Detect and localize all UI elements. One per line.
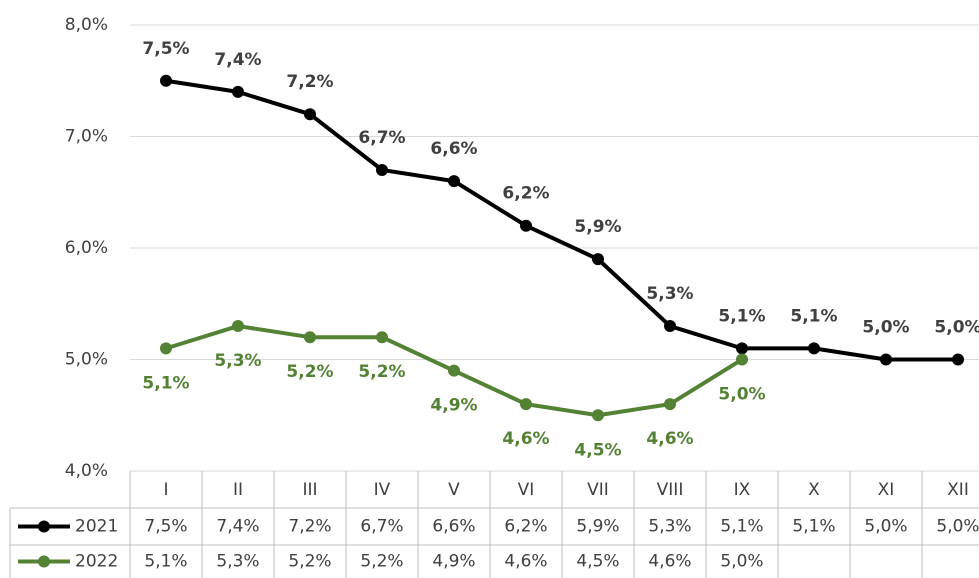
data-label: 5,3% bbox=[214, 351, 261, 371]
data-label: 7,4% bbox=[214, 50, 261, 70]
table-cell: 5,2% bbox=[288, 552, 331, 572]
data-label: 5,9% bbox=[574, 217, 621, 237]
table-cell: 5,3% bbox=[216, 552, 259, 572]
point bbox=[232, 85, 244, 98]
data-label: 5,2% bbox=[358, 362, 405, 382]
y-tick-label: 6,0% bbox=[65, 238, 108, 258]
data-label: 4,9% bbox=[430, 396, 477, 416]
table-cell: 4,5% bbox=[576, 552, 619, 572]
y-tick-label: 8,0% bbox=[65, 15, 108, 35]
data-label: 4,5% bbox=[574, 440, 621, 460]
table-cell: 5,1% bbox=[792, 517, 835, 537]
x-tick-label: VII bbox=[587, 480, 609, 500]
data-label: 5,0% bbox=[934, 318, 979, 338]
data-label: 6,7% bbox=[358, 128, 405, 148]
data-label: 5,1% bbox=[142, 373, 189, 393]
data-label: 5,0% bbox=[862, 318, 909, 338]
point bbox=[664, 398, 676, 411]
y-tick-label: 5,0% bbox=[65, 350, 108, 370]
x-tick-label: IX bbox=[734, 480, 751, 500]
point bbox=[448, 175, 460, 188]
table-cell: 5,3% bbox=[648, 517, 691, 537]
point bbox=[376, 163, 388, 176]
table-cell: 4,9% bbox=[432, 552, 475, 572]
point bbox=[952, 353, 964, 366]
x-tick-label: V bbox=[448, 480, 460, 500]
x-tick-label: III bbox=[302, 480, 317, 500]
table-cell: 6,7% bbox=[360, 517, 403, 537]
data-label: 4,6% bbox=[646, 429, 693, 449]
data-label: 5,1% bbox=[790, 306, 837, 326]
data-label: 6,2% bbox=[502, 184, 549, 204]
x-tick-label: X bbox=[808, 480, 820, 500]
y-tick-label: 7,0% bbox=[65, 127, 108, 147]
point bbox=[304, 331, 316, 344]
table-cell: 6,6% bbox=[432, 517, 475, 537]
table-cell: 5,2% bbox=[360, 552, 403, 572]
y-tick-label: 4,0% bbox=[65, 461, 108, 481]
point bbox=[376, 331, 388, 344]
point bbox=[664, 320, 676, 333]
table-cell: 5,1% bbox=[720, 517, 763, 537]
point bbox=[592, 253, 604, 266]
legend-marker bbox=[38, 520, 50, 533]
table-cell: 5,0% bbox=[936, 517, 979, 537]
point bbox=[592, 409, 604, 422]
point bbox=[520, 398, 532, 411]
data-label: 4,6% bbox=[502, 429, 549, 449]
table-cell: 4,6% bbox=[648, 552, 691, 572]
x-tick-label: VIII bbox=[657, 480, 684, 500]
table-cell: 7,2% bbox=[288, 517, 331, 537]
data-label: 5,1% bbox=[718, 306, 765, 326]
table-cell: 5,0% bbox=[720, 552, 763, 572]
point bbox=[520, 219, 532, 232]
data-label: 7,2% bbox=[286, 72, 333, 92]
table-cell: 5,9% bbox=[576, 517, 619, 537]
data-label: 5,0% bbox=[718, 385, 765, 405]
legend-marker bbox=[38, 555, 50, 568]
x-tick-label: XI bbox=[878, 480, 895, 500]
table-cell: 5,0% bbox=[864, 517, 907, 537]
point bbox=[880, 353, 892, 366]
point bbox=[736, 342, 748, 355]
x-tick-label: IV bbox=[374, 480, 391, 500]
data-label: 5,3% bbox=[646, 284, 693, 304]
point bbox=[160, 342, 172, 355]
x-tick-label: VI bbox=[518, 480, 535, 500]
point bbox=[232, 320, 244, 333]
table-cell: 7,4% bbox=[216, 517, 259, 537]
point bbox=[160, 74, 172, 87]
series-line bbox=[165, 78, 958, 362]
data-label: 6,6% bbox=[430, 139, 477, 159]
x-tick-label: XII bbox=[947, 480, 969, 500]
point bbox=[304, 108, 316, 121]
table-cell: 5,1% bbox=[144, 552, 187, 572]
data-label: 7,5% bbox=[142, 39, 189, 59]
x-tick-label: II bbox=[233, 480, 243, 500]
data-label: 5,2% bbox=[286, 362, 333, 382]
x-tick-label: I bbox=[163, 480, 168, 500]
legend-label: 2021 bbox=[75, 517, 118, 537]
point bbox=[736, 353, 748, 366]
legend-label: 2022 bbox=[75, 552, 118, 572]
point bbox=[448, 364, 460, 377]
point bbox=[808, 342, 820, 355]
table-cell: 4,6% bbox=[504, 552, 547, 572]
table-cell: 7,5% bbox=[144, 517, 187, 537]
table-cell: 6,2% bbox=[504, 517, 547, 537]
